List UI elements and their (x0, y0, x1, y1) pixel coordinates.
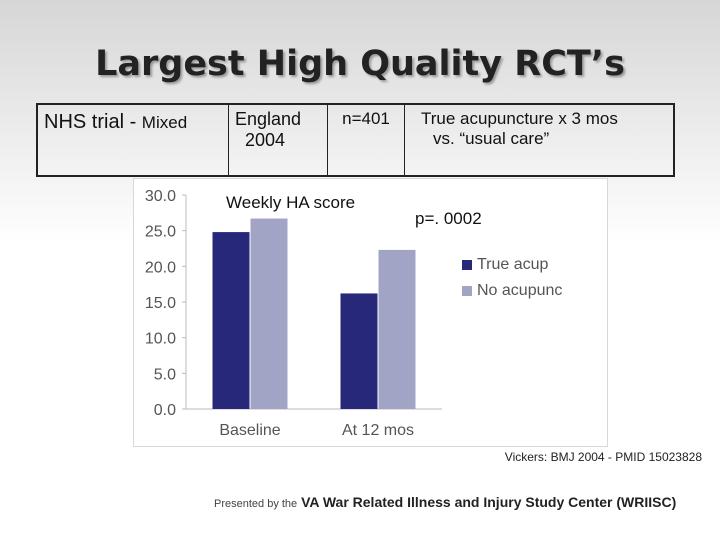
bar-chart: 0.0 5.0 10.0 15.0 20.0 25.0 30.0 Baseline At 12 … (133, 178, 608, 447)
y-tick-label: 5.0 (154, 366, 176, 383)
trial-n-cell: n=401 (327, 103, 405, 177)
trial-name-cell: NHS trial - Mixed (36, 103, 229, 177)
legend-swatch-true-acup (462, 260, 472, 270)
footer-org: VA War Related Illness and Injury Study … (301, 494, 677, 510)
y-tick-label: 10.0 (145, 331, 176, 348)
trial-n: n=401 (342, 109, 390, 128)
bar-true-acup-1 (340, 293, 378, 409)
y-tick-label: 15.0 (145, 295, 176, 312)
chart-legend: True acup No acupunc (462, 252, 562, 304)
trial-location-cell: England 2004 (228, 103, 328, 177)
x-tick-label: Baseline (219, 422, 280, 439)
footer-prefix: Presented by the (214, 498, 298, 510)
p-value-annotation: p=. 0002 (415, 209, 482, 228)
y-tick-label: 30.0 (145, 188, 176, 205)
trial-table: NHS trial - Mixed England 2004 n=401 Tru… (36, 103, 675, 177)
footer-banner: Presented by the VA War Related Illness … (214, 494, 676, 510)
trial-location: England (235, 109, 302, 129)
x-tick-label: At 12 mos (342, 422, 414, 439)
bar-no-acupunc-0 (250, 218, 288, 409)
citation: Vickers: BMJ 2004 - PMID 15023828 (504, 450, 702, 464)
legend-swatch-no-acupunc (462, 286, 472, 296)
legend-label-no-acupunc: No acupunc (477, 282, 563, 299)
legend-item-true-acup: True acup (462, 252, 562, 278)
trial-type: Mixed (141, 113, 188, 132)
trial-name: NHS trial - (44, 111, 142, 133)
chart-title: Weekly HA score (226, 193, 356, 212)
slide-title: Largest High Quality RCT’s (95, 44, 625, 84)
trial-comparison-line1: True acupuncture x 3 mos (421, 109, 618, 128)
trial-comparison-cell: True acupuncture x 3 mos vs. “usual care… (404, 103, 675, 177)
bar-no-acupunc-1 (378, 249, 416, 409)
y-tick-label: 20.0 (145, 259, 176, 276)
chart-plot: 0.0 5.0 10.0 15.0 20.0 25.0 30.0 Baseline At 12 … (145, 188, 442, 439)
legend-item-no-acupunc: No acupunc (462, 278, 562, 304)
table-row: NHS trial - Mixed England 2004 n=401 Tru… (36, 103, 675, 177)
trial-comparison-line2: vs. “usual care” (433, 129, 550, 148)
bar-true-acup-0 (212, 232, 250, 409)
trial-year: 2004 (245, 130, 286, 150)
legend-label-true-acup: True acup (477, 256, 549, 273)
y-tick-label: 0.0 (154, 402, 176, 419)
y-tick-label: 25.0 (145, 224, 176, 241)
